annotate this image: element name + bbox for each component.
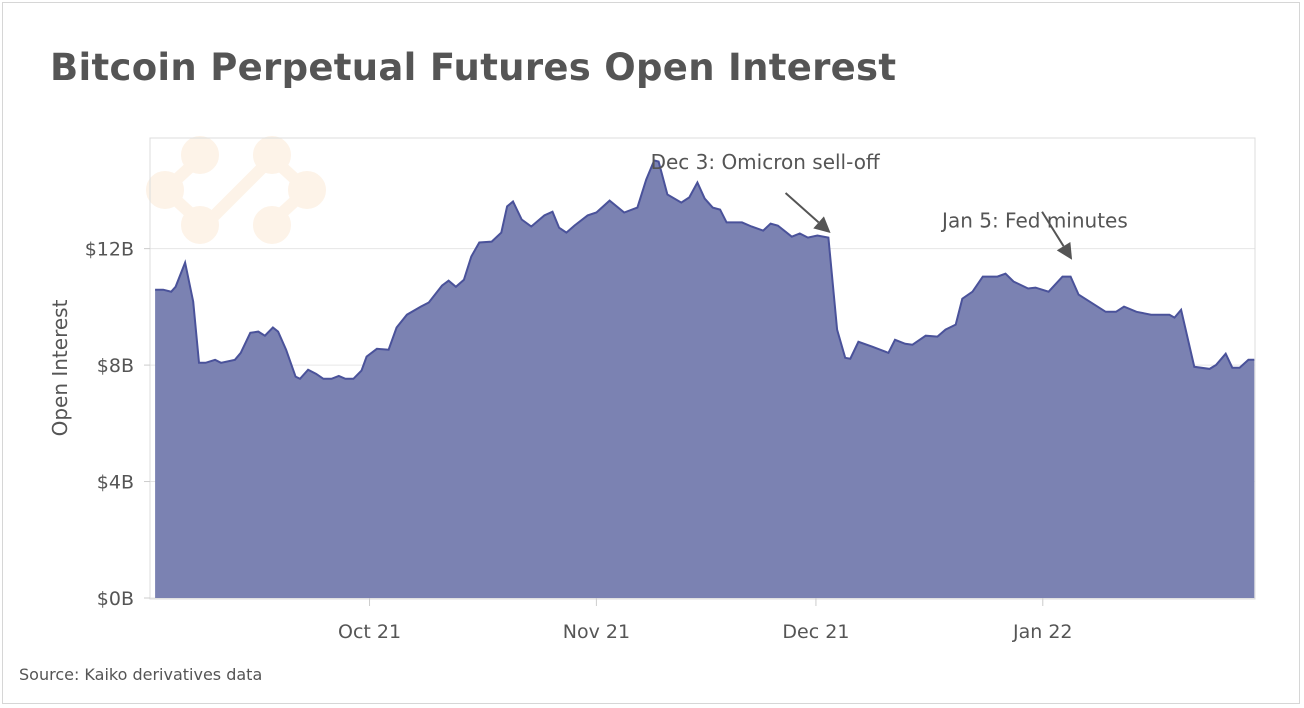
- annotation: Dec 3: Omicron sell-off: [651, 150, 881, 233]
- chart-title: Bitcoin Perpetual Futures Open Interest: [50, 46, 897, 89]
- open-interest-area: [155, 160, 1255, 598]
- x-tick-label: Jan 22: [1012, 621, 1073, 643]
- x-tick-label: Nov 21: [563, 621, 630, 643]
- y-tick-label: $4B: [97, 472, 134, 494]
- y-tick-label: $8B: [97, 355, 134, 377]
- x-tick-label: Oct 21: [338, 621, 401, 643]
- annotation-label: Jan 5: Fed minutes: [940, 209, 1128, 233]
- annotation-label: Dec 3: Omicron sell-off: [651, 150, 881, 174]
- open-interest-line: [155, 159, 1255, 381]
- x-tick-label: Dec 21: [782, 621, 849, 643]
- y-tick-label: $0B: [97, 588, 134, 610]
- annotation: Jan 5: Fed minutes: [940, 209, 1128, 260]
- arrowhead-icon: [1056, 241, 1073, 260]
- y-tick-label: $12B: [85, 239, 134, 261]
- watermark-logo: [146, 136, 326, 244]
- source-note: Source: Kaiko derivatives data: [19, 665, 263, 684]
- plot-border: [149, 137, 1256, 600]
- arrowhead-icon: [813, 216, 831, 233]
- y-axis-label: Open Interest: [48, 299, 72, 436]
- annotation-arrow: [784, 192, 820, 224]
- annotation-arrow: [1041, 211, 1065, 247]
